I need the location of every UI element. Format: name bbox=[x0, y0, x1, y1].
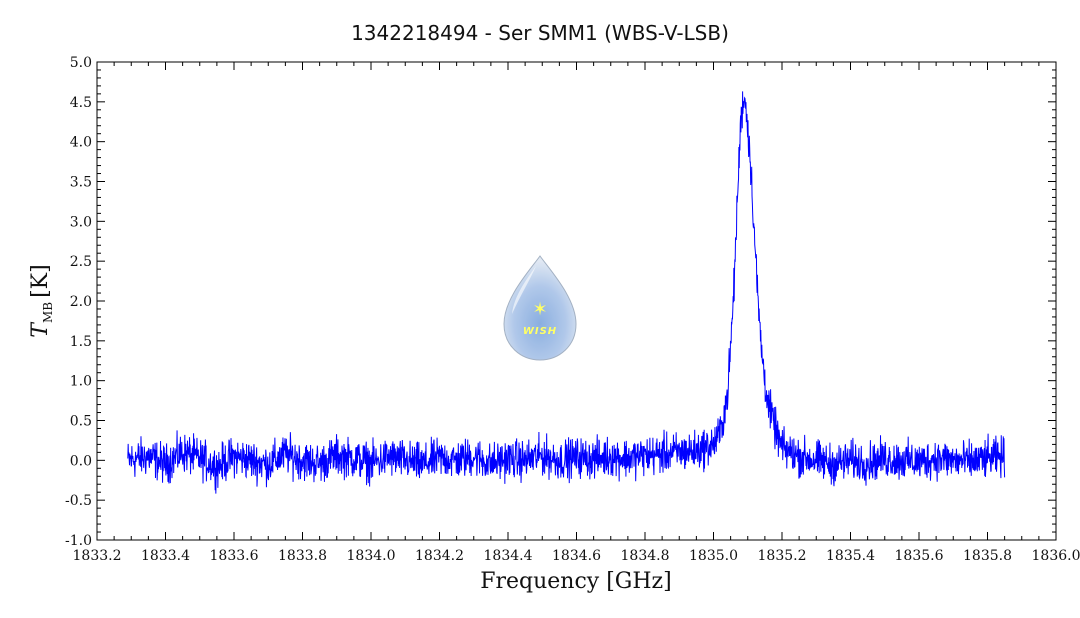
x-tick-label: 1834.4 bbox=[484, 548, 533, 564]
chart-title: 1342218494 - Ser SMM1 (WBS-V-LSB) bbox=[351, 21, 729, 45]
y-tick-label: 3.5 bbox=[70, 175, 92, 191]
x-axis: 1833.2 1833.4 1833.6 1833.8 1834.0 1834.2 1834… bbox=[73, 62, 1080, 564]
x-tick-label: 1834.0 bbox=[347, 548, 396, 564]
x-tick-label: 1835.0 bbox=[689, 548, 738, 564]
y-tick-label: -1.0 bbox=[65, 533, 92, 549]
y-tick-label: 1.0 bbox=[70, 374, 92, 390]
water-drop-icon bbox=[503, 255, 577, 361]
y-axis-label-main: T bbox=[28, 321, 53, 338]
svg-text:TMB[K]: TMB [K] bbox=[28, 264, 55, 337]
x-tick-label: 1833.4 bbox=[141, 548, 190, 564]
spectrum-line bbox=[127, 91, 1006, 494]
y-axis-label: TMB [K] bbox=[28, 264, 55, 337]
x-tick-label: 1835.2 bbox=[758, 548, 807, 564]
y-tick-label: 2.0 bbox=[70, 294, 92, 310]
x-tick-label: 1833.2 bbox=[73, 548, 122, 564]
y-tick-label: 3.0 bbox=[70, 214, 92, 230]
y-tick-label: 4.5 bbox=[70, 95, 92, 111]
x-tick-label: 1833.8 bbox=[278, 548, 327, 564]
y-tick-label: 2.5 bbox=[70, 254, 92, 270]
y-tick-label: -0.5 bbox=[65, 493, 92, 509]
wish-logo: ✶ WISH bbox=[503, 255, 577, 361]
y-axis-label-sub: MB bbox=[41, 302, 55, 323]
x-axis-label: Frequency [GHz] bbox=[480, 569, 672, 594]
x-tick-label: 1834.2 bbox=[415, 548, 464, 564]
y-axis-label-unit: [K] bbox=[28, 264, 53, 298]
drop-highlight bbox=[512, 266, 536, 314]
x-tick-label: 1834.6 bbox=[552, 548, 601, 564]
y-tick-label: 1.5 bbox=[70, 334, 92, 350]
x-tick-label: 1835.8 bbox=[963, 548, 1012, 564]
y-tick-label: 0.5 bbox=[70, 414, 92, 430]
y-tick-label: 5.0 bbox=[70, 55, 92, 71]
y-tick-label: 4.0 bbox=[70, 135, 92, 151]
x-tick-label: 1835.6 bbox=[895, 548, 944, 564]
y-axis: -1.0 -0.5 0.0 0.5 1.0 1.5 2.0 2.5 3.0 3.5 4.0 4.5 5.… bbox=[65, 55, 1056, 549]
x-tick-label: 1836.0 bbox=[1032, 548, 1080, 564]
star-icon: ✶ bbox=[532, 299, 547, 320]
x-tick-label: 1833.6 bbox=[210, 548, 259, 564]
x-tick-label: 1834.8 bbox=[621, 548, 670, 564]
logo-text: WISH bbox=[523, 326, 557, 337]
y-tick-label: 0.0 bbox=[70, 453, 92, 469]
x-tick-label: 1835.4 bbox=[826, 548, 875, 564]
